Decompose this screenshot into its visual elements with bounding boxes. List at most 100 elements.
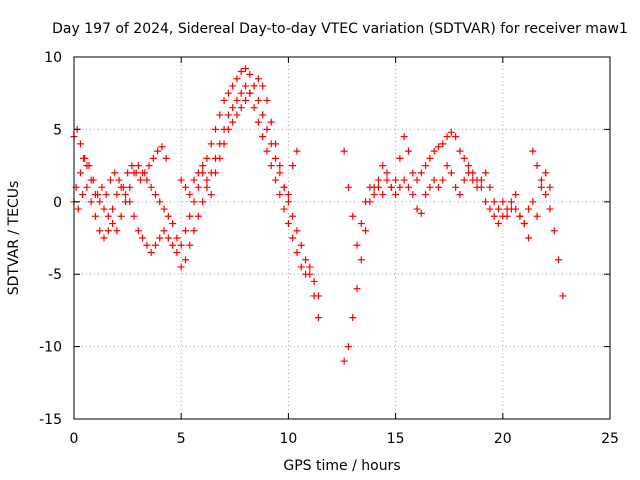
data-point xyxy=(379,191,387,199)
data-point xyxy=(109,205,117,213)
data-point xyxy=(233,75,241,83)
data-point xyxy=(134,227,142,235)
data-point xyxy=(276,191,284,199)
data-point xyxy=(486,205,494,213)
data-point xyxy=(98,183,106,191)
data-point xyxy=(516,212,524,220)
data-point xyxy=(482,169,490,177)
data-point xyxy=(469,176,477,184)
data-point xyxy=(162,154,170,162)
y-tick-label: 10 xyxy=(44,50,62,66)
data-point xyxy=(434,183,442,191)
data-point xyxy=(276,162,284,170)
data-point xyxy=(229,118,237,126)
data-point xyxy=(344,343,352,351)
data-point xyxy=(141,169,149,177)
data-point xyxy=(302,270,310,278)
data-point xyxy=(94,191,102,199)
data-point xyxy=(297,263,305,271)
data-point xyxy=(525,234,533,242)
data-point xyxy=(529,198,537,206)
data-point xyxy=(173,234,181,242)
data-point xyxy=(417,169,425,177)
data-point xyxy=(190,198,198,206)
data-point xyxy=(533,212,541,220)
data-point xyxy=(83,183,91,191)
data-point xyxy=(224,125,232,133)
data-point xyxy=(439,176,447,184)
data-point xyxy=(74,205,82,213)
data-point xyxy=(400,176,408,184)
data-point xyxy=(121,198,129,206)
data-point xyxy=(293,227,301,235)
data-point xyxy=(499,198,507,206)
data-point xyxy=(158,143,166,151)
series-track-d xyxy=(340,128,567,365)
data-point xyxy=(284,220,292,228)
data-point xyxy=(344,183,352,191)
data-point xyxy=(254,96,262,104)
data-point xyxy=(156,234,164,242)
data-point xyxy=(186,241,194,249)
data-point xyxy=(203,176,211,184)
data-point xyxy=(128,162,136,170)
data-point xyxy=(233,111,241,119)
data-point xyxy=(117,212,125,220)
data-point xyxy=(139,234,147,242)
data-point xyxy=(297,241,305,249)
data-point xyxy=(100,234,108,242)
data-point xyxy=(102,191,110,199)
data-point xyxy=(216,154,224,162)
data-point xyxy=(409,191,417,199)
data-point xyxy=(237,67,245,75)
data-point xyxy=(272,154,280,162)
data-point xyxy=(113,191,121,199)
data-point xyxy=(464,169,472,177)
data-point xyxy=(250,82,258,90)
data-point xyxy=(306,263,314,271)
data-point xyxy=(550,227,558,235)
y-axis-label: SDTVAR / TECUs xyxy=(6,181,22,296)
data-point xyxy=(160,227,168,235)
data-point xyxy=(85,162,93,170)
data-point xyxy=(113,227,121,235)
data-point xyxy=(106,176,114,184)
data-point xyxy=(302,256,310,264)
data-point xyxy=(177,263,185,271)
data-point xyxy=(104,227,112,235)
data-point xyxy=(199,162,207,170)
data-point xyxy=(293,147,301,155)
data-point xyxy=(143,241,151,249)
x-tick-label: 0 xyxy=(70,431,79,447)
data-point xyxy=(111,169,119,177)
data-point xyxy=(259,111,267,119)
series-track-c xyxy=(72,75,301,199)
data-point xyxy=(439,140,447,148)
data-point xyxy=(181,227,189,235)
data-point xyxy=(559,292,567,300)
data-point xyxy=(132,169,140,177)
data-point xyxy=(546,205,554,213)
data-point xyxy=(362,227,370,235)
data-point xyxy=(430,176,438,184)
data-point xyxy=(259,82,267,90)
data-point xyxy=(203,154,211,162)
data-point xyxy=(357,256,365,264)
data-point xyxy=(404,147,412,155)
data-point xyxy=(452,183,460,191)
data-point xyxy=(263,125,271,133)
series-track-b xyxy=(70,82,322,300)
data-point xyxy=(413,205,421,213)
data-point xyxy=(207,191,215,199)
data-point xyxy=(482,198,490,206)
data-point xyxy=(81,154,89,162)
data-point xyxy=(136,176,144,184)
data-point xyxy=(242,96,250,104)
data-point xyxy=(314,314,322,322)
data-point xyxy=(409,169,417,177)
data-point xyxy=(370,191,378,199)
data-point xyxy=(250,104,258,112)
data-point xyxy=(220,96,228,104)
x-tick-label: 25 xyxy=(601,431,619,447)
